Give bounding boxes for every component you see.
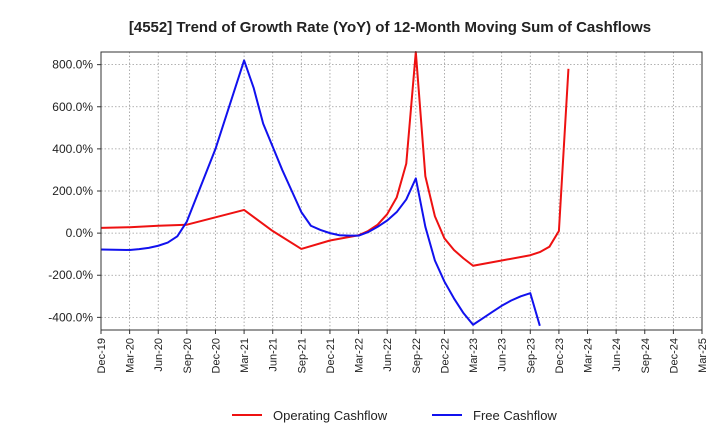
x-tick-label: Mar-23 bbox=[468, 338, 480, 373]
x-tick-label: Jun-24 bbox=[611, 338, 623, 372]
x-tick-label: Sep-22 bbox=[411, 338, 423, 373]
x-tick-label: Sep-21 bbox=[296, 338, 308, 373]
y-tick-label: 400.0% bbox=[52, 142, 93, 156]
y-tick-label: 800.0% bbox=[52, 58, 93, 72]
x-tick-label: Jun-23 bbox=[497, 338, 509, 372]
x-tick-label: Dec-20 bbox=[210, 338, 222, 373]
series-line-free-cashflow bbox=[100, 59, 541, 327]
legend: Operating Cashflow Free Cashflow bbox=[232, 408, 557, 423]
x-tick-label: Mar-25 bbox=[697, 338, 709, 373]
x-tick-label: Mar-22 bbox=[354, 338, 366, 373]
x-tick-label: Jun-22 bbox=[382, 338, 394, 372]
series-layer bbox=[100, 51, 570, 327]
x-tick-label: Dec-24 bbox=[668, 338, 680, 373]
legend-label: Operating Cashflow bbox=[273, 408, 388, 423]
x-tick-label: Mar-21 bbox=[239, 338, 251, 373]
x-tick-label: Sep-23 bbox=[525, 338, 537, 373]
legend-label: Free Cashflow bbox=[473, 408, 557, 423]
x-tick-label: Dec-19 bbox=[96, 338, 108, 373]
x-tick-label: Mar-24 bbox=[583, 338, 595, 373]
x-axis: Dec-19 Mar-20 Jun-20 Sep-20 Dec-20 Mar-21 Jun-… bbox=[96, 330, 709, 373]
x-tick-label: Jun-21 bbox=[268, 338, 280, 372]
x-tick-label: Jun-20 bbox=[153, 338, 165, 372]
grid-layer bbox=[100, 52, 703, 330]
y-tick-label: -200.0% bbox=[48, 268, 93, 282]
x-tick-label: Sep-24 bbox=[640, 338, 652, 373]
x-tick-label: Sep-20 bbox=[182, 338, 194, 373]
y-tick-label: 600.0% bbox=[52, 100, 93, 114]
y-tick-label: -400.0% bbox=[48, 310, 93, 324]
x-tick-label: Mar-20 bbox=[125, 338, 137, 373]
x-tick-label: Dec-23 bbox=[554, 338, 566, 373]
y-axis: 800.0% 600.0% 400.0% 200.0% 0.0% -200.0% -400.… bbox=[48, 58, 101, 324]
y-tick-label: 0.0% bbox=[66, 226, 94, 240]
x-tick-label: Dec-21 bbox=[325, 338, 337, 373]
plot-area-border bbox=[100, 51, 703, 331]
series-line-operating-cashflow bbox=[100, 51, 570, 267]
x-tick-label: Dec-22 bbox=[439, 338, 451, 373]
y-tick-label: 200.0% bbox=[52, 184, 93, 198]
chart-title: [4552] Trend of Growth Rate (YoY) of 12-… bbox=[129, 19, 651, 36]
